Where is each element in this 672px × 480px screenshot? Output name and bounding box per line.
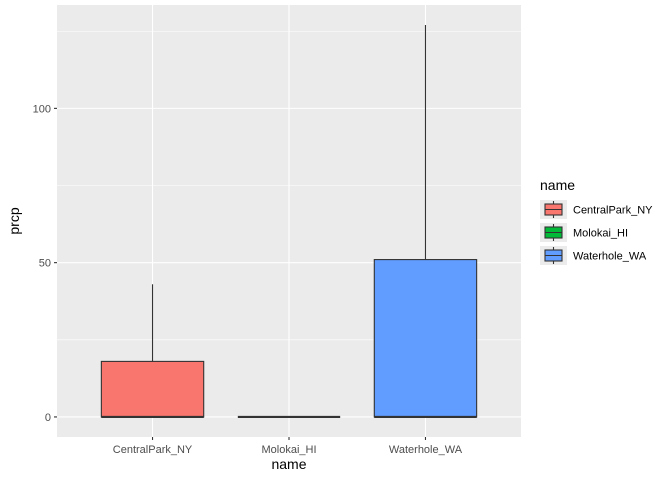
y-tick-label: 50 [39, 258, 51, 270]
y-tick-label: 100 [33, 103, 51, 115]
x-tick-label: Molokai_HI [261, 444, 316, 456]
x-axis-title: name [271, 456, 306, 472]
box-series [100, 25, 478, 419]
legend-label: CentralPark_NY [573, 205, 653, 217]
box-Waterhole_WA [373, 259, 478, 418]
x-tick-label: Waterhole_WA [389, 444, 463, 456]
legend: name CentralPark_NY Molokai_HI Waterhole_W… [540, 177, 653, 265]
y-axis: 0 50 100 [33, 103, 57, 424]
legend-label: Waterhole_WA [573, 251, 647, 263]
x-axis: CentralPark_NY Molokai_HI Waterhole_WA [113, 437, 463, 456]
legend-title: name [540, 177, 575, 193]
legend-label: Molokai_HI [573, 228, 628, 240]
x-tick-label: CentralPark_NY [113, 444, 193, 456]
y-axis-title: prcp [6, 207, 22, 234]
box-CentralPark_NY [100, 360, 205, 418]
y-tick-label: 0 [45, 412, 51, 424]
